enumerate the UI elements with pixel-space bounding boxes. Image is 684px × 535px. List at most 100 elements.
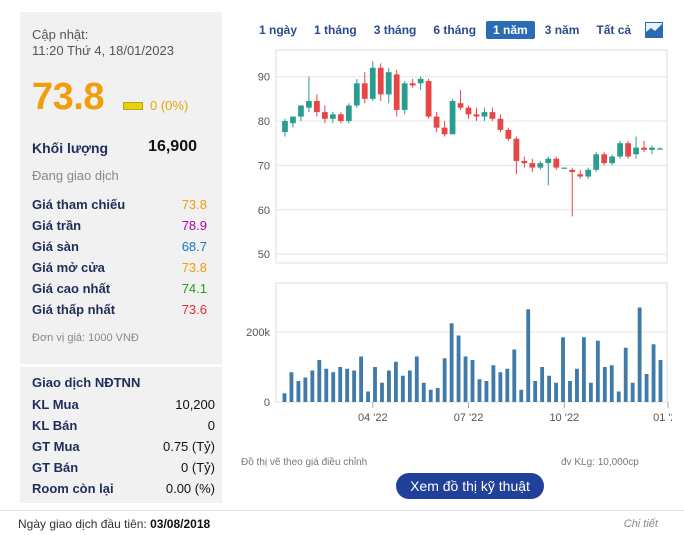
volume-bar — [554, 382, 558, 402]
volume-bar — [519, 389, 524, 402]
quote-panel: Cập nhật: 11:20 Thứ 4, 18/01/2023 73.8 0… — [20, 12, 222, 503]
reference-indicator-icon — [123, 102, 143, 110]
candle-body — [290, 116, 296, 124]
volume-bar — [393, 361, 398, 402]
volume-bar — [582, 337, 586, 402]
stat-value: 10,200 — [175, 397, 215, 412]
candle-body — [425, 81, 432, 117]
tab-1-month[interactable]: 1 tháng — [314, 23, 357, 37]
stat-floor: Giá sàn 68.7 — [32, 236, 207, 257]
stat-label: GT Mua — [32, 439, 80, 454]
candle-body — [649, 147, 655, 150]
volume-bar — [533, 381, 538, 402]
volume-bar — [588, 382, 593, 402]
stat-ceiling: Giá trần 78.9 — [32, 215, 207, 236]
tab-1-day[interactable]: 1 ngày — [259, 23, 298, 37]
stat-value: 0 — [207, 418, 215, 433]
candle-body — [417, 78, 424, 84]
price-tick-label: 50 — [258, 249, 270, 261]
footer-divider — [0, 510, 684, 511]
x-tick-label: 07 '22 — [454, 412, 484, 424]
volume-unit: đv KLg: 10,000cp — [561, 457, 639, 468]
candles — [282, 61, 663, 217]
volume-bar — [296, 381, 301, 402]
candle-body — [465, 107, 472, 115]
volume-bar — [373, 367, 377, 402]
price-stats: Giá tham chiếu 73.8 Giá trần 78.9 Giá sà… — [32, 194, 207, 320]
candle-body — [337, 114, 344, 121]
stat-low: Giá thấp nhất 73.6 — [32, 299, 207, 320]
volume-bar — [387, 370, 391, 402]
volume-bar — [526, 309, 531, 402]
candle-body — [553, 158, 560, 168]
stat-value: 73.8 — [181, 260, 207, 275]
stat-value: 68.7 — [181, 239, 207, 254]
tab-3-months[interactable]: 3 tháng — [373, 23, 417, 37]
stat-reference: Giá tham chiếu 73.8 — [32, 194, 207, 215]
volume-bar — [317, 360, 322, 402]
candle-body — [545, 158, 552, 164]
volume-bar — [491, 365, 496, 402]
candle-body — [345, 105, 352, 121]
candle-body — [577, 174, 584, 177]
volume-bar — [449, 323, 454, 402]
price-panel-frame — [275, 49, 668, 264]
volume-bar — [498, 372, 503, 402]
candle-body — [537, 163, 544, 168]
volume-bar — [282, 393, 287, 402]
stat-value: 0.75 (Tỷ) — [162, 439, 215, 454]
updated-label: Cập nhật: — [32, 27, 89, 42]
candle-body — [521, 160, 528, 164]
area-chart-icon[interactable] — [645, 22, 664, 38]
volume-bar — [616, 391, 621, 402]
tab-3-years[interactable]: 3 năm — [544, 23, 580, 37]
volume-bar — [456, 335, 461, 402]
candle-body — [633, 147, 639, 155]
stat-high: Giá cao nhất 74.1 — [32, 278, 207, 299]
stat-label: GT Bán — [32, 460, 79, 475]
chart-note: Đồ thị vẽ theo giá điều chỉnh — [241, 457, 368, 468]
volume-bar — [338, 367, 343, 402]
price-tick-label: 80 — [258, 116, 270, 128]
stat-value: 73.6 — [181, 302, 207, 317]
first-day-value: 03/08/2018 — [150, 517, 211, 531]
candle-body — [561, 167, 568, 169]
stat-label: Giá cao nhất — [32, 281, 111, 296]
volume-bar — [400, 375, 405, 402]
candle-body — [585, 169, 592, 177]
volume-bar — [540, 367, 545, 402]
candle-body — [314, 101, 320, 113]
volume-label: Khối lượng — [32, 140, 109, 156]
price-change: 0 (0%) — [150, 98, 189, 113]
volume-bar — [414, 356, 419, 402]
volume-tick-label: 0 — [264, 397, 270, 409]
volume-bar — [595, 340, 600, 402]
foreign-trading-stats: KL Mua 10,200 KL Bán 0 GT Mua 0.75 (Tỷ) … — [32, 394, 215, 499]
volume-tick-label: 200k — [246, 327, 270, 339]
candle-body — [505, 129, 512, 139]
volume-bar — [366, 391, 370, 402]
candle-body — [433, 116, 440, 128]
tab-1-year[interactable]: 1 năm — [486, 21, 535, 39]
candle-body — [441, 127, 448, 135]
volume-bar — [289, 372, 294, 402]
foreign-room-left: Room còn lại 0.00 (%) — [32, 478, 215, 499]
volume-bars — [282, 307, 663, 402]
volume-bar — [575, 368, 579, 402]
volume-bar — [602, 367, 607, 402]
tab-all[interactable]: Tất cả — [596, 23, 632, 37]
x-axis: 04 '22 07 '22 10 '22 01 '23 — [358, 402, 672, 424]
candle-body — [513, 138, 520, 161]
detail-link[interactable]: Chi tiết — [623, 518, 658, 530]
candle-body — [657, 148, 663, 150]
price-tick-label: 60 — [258, 205, 270, 217]
volume-bar — [484, 381, 489, 402]
candle-body — [481, 112, 488, 117]
x-tick-label: 04 '22 — [358, 412, 388, 424]
candle-body — [393, 74, 400, 110]
technical-chart-button[interactable]: Xem đồ thị kỹ thuật — [396, 473, 544, 499]
volume-bar — [331, 372, 336, 402]
stat-label: Giá mở cửa — [32, 260, 105, 275]
candle-body — [641, 147, 647, 150]
tab-6-months[interactable]: 6 tháng — [433, 23, 477, 37]
